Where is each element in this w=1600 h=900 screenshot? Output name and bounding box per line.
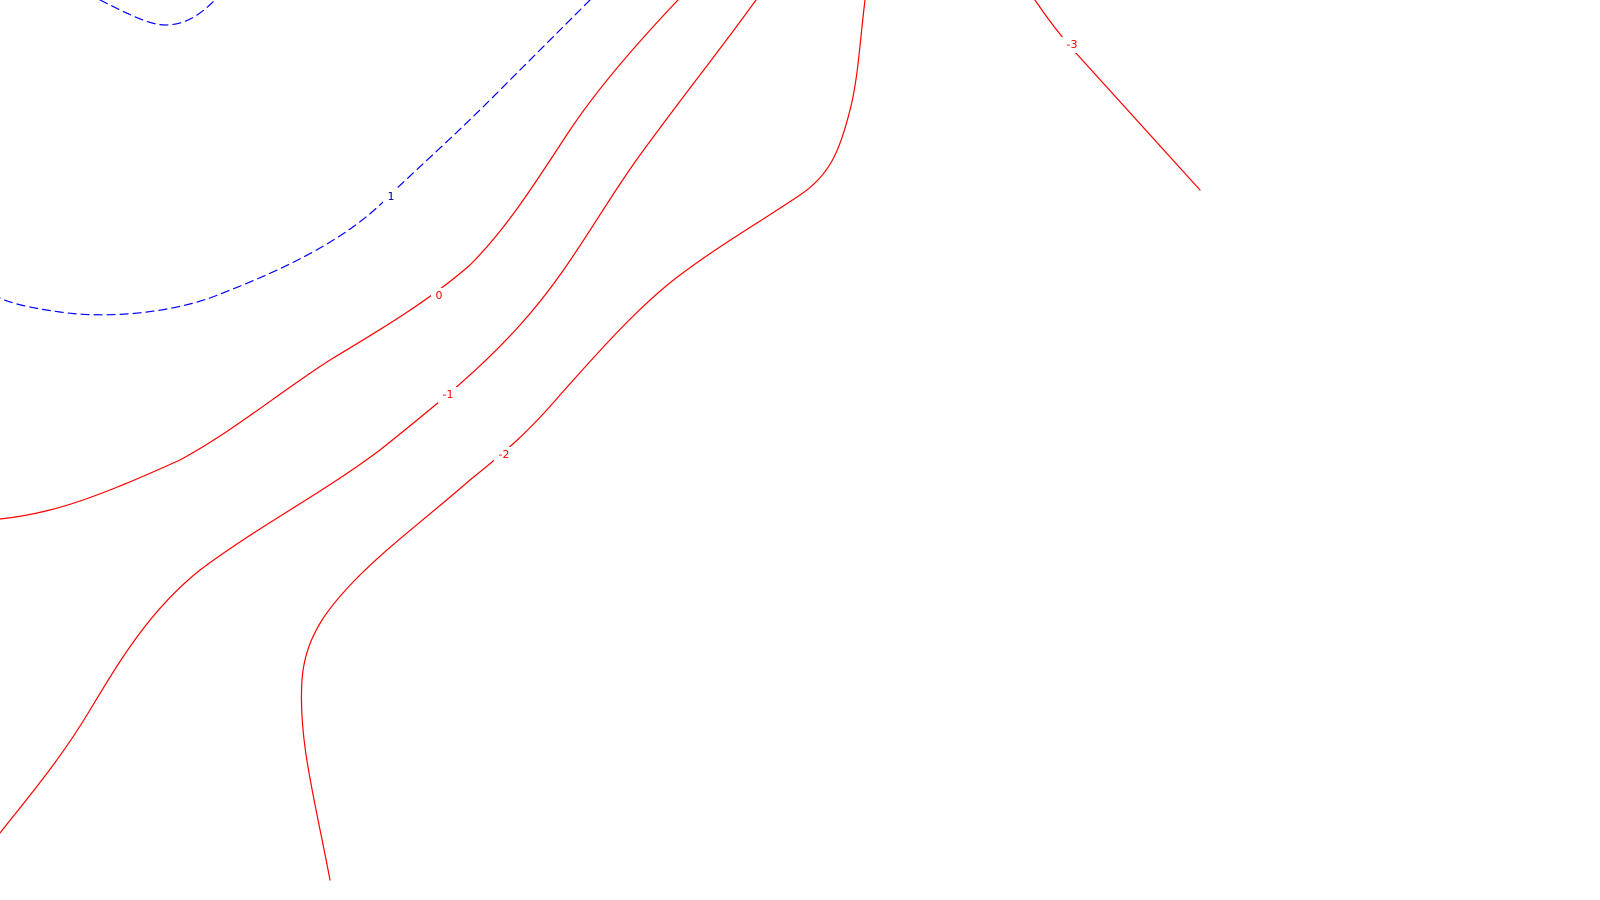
contour-level-1: 1 <box>0 0 591 316</box>
contour-line-0 <box>0 0 679 520</box>
contour-level-0: 0 <box>0 0 679 520</box>
contour-level-minus-2: -2 <box>300 0 866 881</box>
contour-line-minus-3 <box>1034 0 1201 191</box>
contour-label-0: 0 <box>436 289 443 302</box>
contour-label-minus-3: -3 <box>1067 38 1078 51</box>
contour-label-minus-1: -1 <box>443 388 454 401</box>
contour-label-1: 1 <box>388 190 395 203</box>
contour-line-minus-2 <box>300 0 866 881</box>
contour-level-minus-1: -1 <box>0 0 757 834</box>
contour-line-1-segment <box>0 0 591 316</box>
contour-line-1 <box>99 0 216 26</box>
contour-line-minus-1 <box>0 0 757 834</box>
contour-level-minus-3: -3 <box>1034 0 1201 191</box>
contour-label-minus-2: -2 <box>499 448 510 461</box>
